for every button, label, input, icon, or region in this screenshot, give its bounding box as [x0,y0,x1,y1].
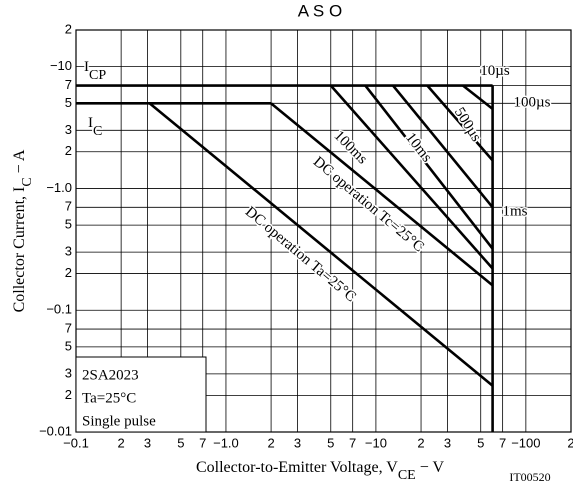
figure-id: IT00520 [509,470,550,484]
annotation-part: 10µs [480,63,510,79]
x-tick-label: 5 [177,435,184,450]
curve [148,102,494,387]
curve-label: 10ms [402,130,435,166]
y-tick-label: 3 [65,122,72,137]
curve-label: 1ms [502,203,527,219]
curve [426,84,494,162]
y-tick-label: 2 [65,21,72,36]
y-tick-label: 2 [65,265,72,280]
x-axis-label-part: CE [398,468,416,483]
y-tick-label: 3 [65,244,72,259]
chart-title: A S O [298,1,342,20]
annotation: ICP [84,59,106,82]
y-tick-label: 2 [65,143,72,158]
y-axis-label: Collector Current, IC − A [11,149,35,312]
x-tick-label: −1.0 [213,435,239,450]
x-tick-label: −10 [365,435,387,450]
curve [270,102,494,287]
y-tick-label: 7 [65,199,72,214]
y-tick-label: 7 [65,321,72,336]
curve-label: DC operation Tc=25°C [310,154,427,256]
y-tick-label: 3 [65,365,72,380]
x-tick-label: 2 [267,435,274,450]
x-tick-label: 3 [294,435,301,450]
y-axis-label-part: Collector Current, I [11,187,28,313]
annotation-part: I [88,115,93,131]
curve-label: 100µs [514,94,551,110]
x-tick-label: 7 [349,435,356,450]
annotation: 10µs [480,63,510,79]
curve-label: DC operation Ta=25°C [242,204,359,306]
y-tick-label: 7 [65,77,72,92]
y-tick-label: −1.0 [46,180,72,195]
x-tick-label: 5 [477,435,484,450]
x-tick-label: 2 [118,435,125,450]
curve [391,84,494,209]
x-axis-label: Collector-to-Emitter Voltage, VCE − V [196,459,445,483]
x-axis-label-part: − V [416,459,445,476]
y-tick-label: −0.01 [39,423,72,438]
info-text: Single pulse [82,413,156,429]
annotation: IC [88,115,102,138]
x-tick-label: −0.1 [63,435,89,450]
x-tick-label: 3 [144,435,151,450]
y-tick-label: 2 [65,387,72,402]
x-tick-label: −100 [511,435,540,450]
curve [329,84,494,270]
x-tick-label: 2 [567,435,573,450]
y-axis-label-part: − A [11,149,28,177]
info-text: Ta=25°C [82,390,136,406]
x-tick-label: 5 [327,435,334,450]
y-tick-label: −10 [50,58,72,73]
y-axis-label-part: C [20,177,35,186]
annotation-part: C [93,124,102,139]
y-tick-label: 5 [65,217,72,232]
annotation-part: CP [89,68,106,83]
y-tick-label: 5 [65,95,72,110]
y-tick-label: 5 [65,338,72,353]
y-tick-label: −0.1 [46,302,72,317]
curve [462,84,494,110]
x-axis-label-part: Collector-to-Emitter Voltage, V [196,459,398,476]
curve [364,84,494,250]
info-box [75,356,207,433]
x-tick-label: 7 [199,435,206,450]
annotation-part: I [84,59,89,75]
info-text: 2SA2023 [82,367,139,383]
curve-label: 100ms [331,128,371,168]
curve-label: 500µs [451,105,484,145]
x-tick-label: 3 [444,435,451,450]
x-tick-label: 7 [499,435,506,450]
x-tick-label: 2 [417,435,424,450]
plot-frame [75,29,572,433]
